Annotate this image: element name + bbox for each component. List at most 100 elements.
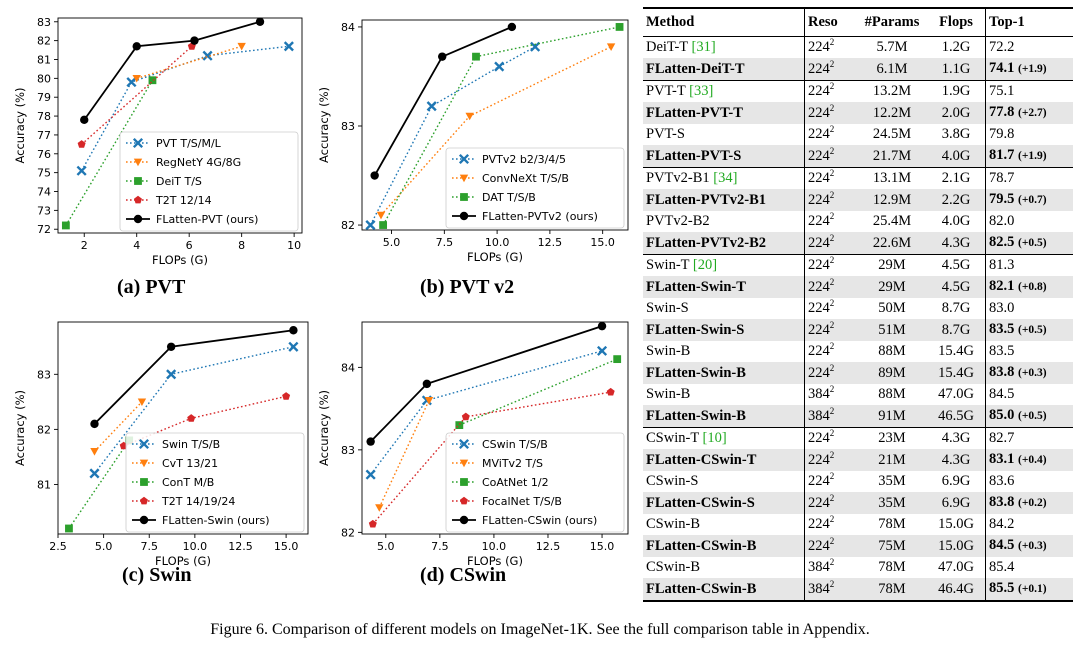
legend-item: ConT M/B [132,476,214,489]
top1-gain: (+0.2) [1018,497,1047,509]
table-row: PVT-T [33] 2242 13.2M 1.9G 75.1 [643,80,1073,102]
cell-reso: 3842 [804,384,857,405]
cell-reso: 2242 [804,124,857,145]
method-name: CSwin-B [646,559,700,575]
data-point [132,74,141,83]
table-body: DeiT-T [31] 2242 5.7M 1.2G 72.2 FLatten-DeiT-… [643,36,1073,602]
reso-value: 224 [808,537,830,554]
reso-exponent: 2 [829,535,835,546]
series-5 [90,326,298,429]
params-value: 78M [878,580,906,597]
params-value: 75M [878,537,906,554]
reso-value: 224 [808,104,830,121]
series-1 [365,41,541,231]
series-2 [132,42,246,83]
top1-value: 85.5 [989,580,1015,596]
cell-method: CSwin-B [643,514,805,535]
top1-value: 83.5 [989,343,1015,359]
table-row: FLatten-CSwin-B 2242 75M 15.0G 84.5 (+0.3) [643,535,1073,557]
top1-value: 81.3 [989,257,1015,273]
cell-method: FLatten-CSwin-T [643,449,805,471]
legend-label: DAT T/S/B [482,191,536,204]
legend-item: Swin T/S/B [132,438,220,451]
flops-value: 1.9G [941,83,971,99]
legend-marker [458,153,470,165]
reso-exponent: 2 [829,362,835,373]
series-line [93,401,143,452]
method-name: FLatten-Swin-S [646,321,745,338]
legend-label: PVTv2 b2/3/4/5 [482,153,566,166]
header-method: Method [643,7,805,37]
data-point [126,77,137,88]
cell-reso: 3842 [804,557,857,578]
cell-reso: 2242 [804,36,857,58]
series-line [369,46,536,226]
series-2 [375,397,434,512]
cell-method: FLatten-PVT-T [643,102,805,124]
params-value: 29M [878,257,906,273]
series-line [81,45,193,145]
chart-pvtv2-svg: 5.0 7.5 10.0 12.5 15.0 82 83 84 FLOPs (G) Accurac… [317,19,629,264]
reso-value: 224 [808,39,830,55]
legend-item: ConvNeXt T/S/B [452,172,569,185]
x-tick-label: 12.5 [228,540,253,553]
cell-reso: 2242 [804,102,857,124]
cell-method: Swin-S [643,298,805,319]
cell-top1: 72.2 [985,36,1073,58]
header-reso: Reso [804,7,857,37]
method-name: Swin-S [646,300,689,316]
cell-method: FLatten-DeiT-T [643,58,805,81]
table-row: PVT-S 2242 24.5M 3.8G 79.8 [643,124,1073,145]
flops-value: 4.3G [941,234,971,251]
legend-label: T2T 14/19/24 [161,495,235,508]
reso-value: 224 [808,451,830,468]
y-tick-label: 76 [37,148,51,161]
series-4 [368,387,615,528]
reso-value: 384 [808,580,830,597]
params-value: 25.4M [872,213,912,229]
chart-cswin-svg: 5.0 7.5 10.0 12.5 15.0 82 83 84 FLOPs (G) Accurac… [317,321,629,568]
reso-exponent: 2 [829,58,835,69]
data-point [368,519,377,528]
cell-top1: 81.3 [985,254,1073,276]
reso-exponent: 2 [829,449,835,460]
x-tick-label: 10.0 [485,236,510,249]
cell-method: FLatten-PVT-S [643,145,805,168]
x-tick-label: 2 [81,239,88,252]
cell-top1: 85.5 (+0.1) [985,578,1073,602]
cell-reso: 2242 [804,167,857,189]
x-tick-label: 12.5 [536,540,561,553]
cell-params: 24.5M [857,124,927,145]
params-value: 91M [878,407,906,424]
cell-reso: 2242 [804,492,857,514]
legend-item: FLatten-CSwin (ours) [452,514,597,527]
data-point [77,140,86,148]
top1-value: 79.5 [989,191,1015,207]
top1-gain: (+0.8) [1018,281,1047,293]
y-tick-label: 84 [341,21,355,34]
legend-marker [139,459,149,468]
legend-item: CoAtNet 1/2 [452,476,549,489]
cell-top1: 79.5 (+0.7) [985,189,1073,211]
params-value: 12.2M [872,104,912,121]
cell-method: CSwin-S [643,471,805,492]
y-tick-label: 83 [37,368,51,381]
cell-top1: 82.5 (+0.5) [985,232,1073,255]
top1-gain: (+2.7) [1018,107,1047,119]
flops-value: 47.0G [938,386,974,402]
cell-params: 29M [857,254,927,276]
cell-reso: 2242 [804,449,857,471]
cell-method: FLatten-Swin-T [643,276,805,298]
cell-flops: 4.5G [927,276,986,298]
legend: PVT T/S/M/L RegNetY 4G/8G DeiT T/S T2T 12/1… [119,131,299,232]
legend-marker [140,496,148,505]
series-1 [89,341,299,479]
method-name: FLatten-PVTv2-B2 [646,234,767,251]
top1-gain: (+0.5) [1018,410,1047,422]
reso-exponent: 2 [829,81,835,91]
reso-value: 224 [808,147,830,164]
y-tick-label: 72 [37,223,51,236]
table-row: PVTv2-B1 [34] 2242 13.1M 2.1G 78.7 [643,167,1073,189]
legend-marker [460,496,468,505]
citation-ref: [10] [702,430,727,446]
